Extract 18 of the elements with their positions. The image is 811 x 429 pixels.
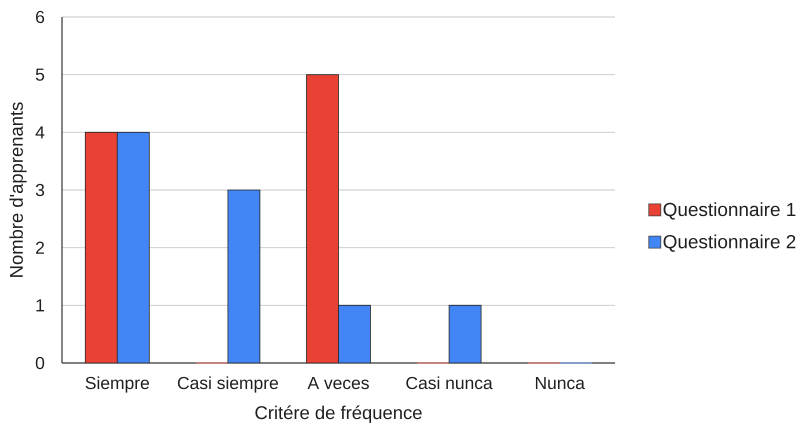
bar — [228, 190, 260, 364]
x-tick-label: Casi nunca — [406, 376, 493, 390]
y-tick-label: 4 — [36, 126, 44, 138]
y-tick-label: 0 — [36, 356, 44, 370]
y-tick-label: 2 — [36, 242, 44, 254]
legend-label: Questionnaire 1 — [664, 202, 796, 220]
x-tick-label: Casi siempre — [178, 376, 278, 393]
y-tick-label: 3 — [36, 184, 44, 196]
x-tick-label: Siempre — [86, 376, 149, 393]
x-tick-label: A veces — [308, 377, 369, 390]
y-tick-label: 5 — [36, 68, 44, 81]
x-tick-label: Nunca — [536, 377, 585, 390]
y-tick-label: 6 — [36, 10, 44, 24]
legend-label: Questionnaire 2 — [664, 234, 796, 252]
y-tick-label: 1 — [36, 299, 44, 312]
bar — [448, 304, 482, 364]
x-axis-title: Critére de fréquence — [255, 405, 422, 423]
y-axis-title: Nombre d'apprenants — [9, 102, 27, 277]
